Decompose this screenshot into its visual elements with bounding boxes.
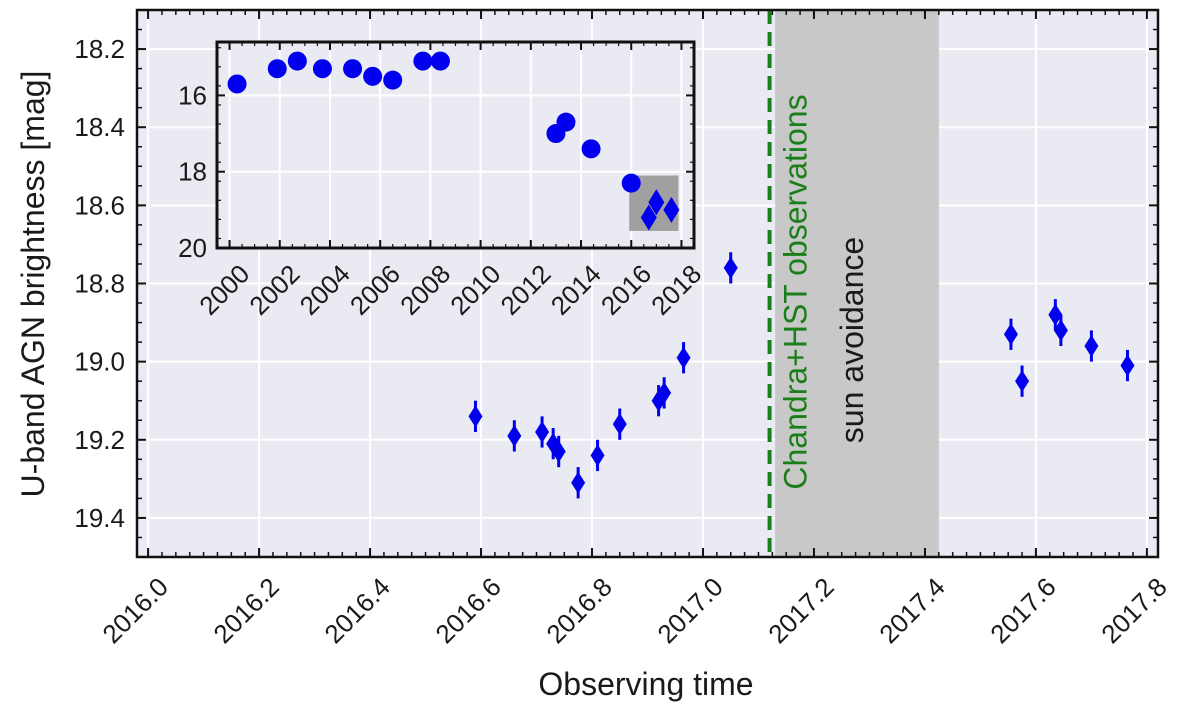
x-tick-label: 2016.4 xyxy=(318,572,395,649)
diamond-marker xyxy=(1084,335,1099,358)
y-tick-label: 18.2 xyxy=(74,34,125,64)
inset-circle-marker xyxy=(430,51,450,71)
inset-y-tick-label: 16 xyxy=(178,80,207,110)
data-point xyxy=(571,467,586,499)
inset-circle-marker xyxy=(287,51,307,71)
y-tick-label: 18.8 xyxy=(74,269,125,299)
data-point xyxy=(723,252,738,284)
x-tick-label: 2017.0 xyxy=(651,572,728,649)
data-point xyxy=(612,408,627,440)
sun-avoidance-band xyxy=(775,10,939,557)
data-point xyxy=(535,416,550,448)
diamond-marker xyxy=(468,405,483,428)
x-tick-label: 2016.0 xyxy=(96,572,173,649)
diamond-marker xyxy=(612,413,627,436)
y-axis-label: U-band AGN brightness [mag] xyxy=(15,71,51,498)
inset-circle-marker xyxy=(413,51,433,71)
diamond-marker xyxy=(723,256,738,279)
inset-y-tick-label: 20 xyxy=(178,233,207,263)
diamond-marker xyxy=(676,346,691,369)
data-point xyxy=(507,420,522,452)
y-tick-label: 19.2 xyxy=(74,425,125,455)
diamond-marker xyxy=(551,440,566,463)
data-point xyxy=(1003,318,1018,350)
diamond-marker xyxy=(590,444,605,467)
data-point xyxy=(1084,330,1099,362)
data-point xyxy=(1048,299,1063,331)
x-tick-label: 2017.4 xyxy=(873,572,950,649)
inset-circle-marker xyxy=(227,74,247,94)
diamond-marker xyxy=(657,381,672,404)
inset-circle-marker xyxy=(267,59,287,79)
diamond-marker xyxy=(1053,319,1068,342)
diamond-marker xyxy=(1048,303,1063,326)
inset-circle-marker xyxy=(556,112,576,132)
diamond-marker xyxy=(1015,370,1030,393)
y-tick-label: 19.4 xyxy=(74,503,125,533)
data-point xyxy=(551,435,566,468)
inset-y-tick-label: 18 xyxy=(178,157,207,187)
data-point xyxy=(1015,365,1030,397)
x-tick-label: 2017.6 xyxy=(984,572,1061,649)
diamond-marker xyxy=(1003,323,1018,346)
data-point xyxy=(468,400,483,432)
data-point xyxy=(1120,349,1135,382)
inset-circle-marker xyxy=(581,139,601,159)
inset-diamond-marker xyxy=(648,189,665,216)
chandra-hst-label: Chandra+HST observations xyxy=(778,94,814,489)
diamond-marker xyxy=(535,420,550,443)
data-point xyxy=(676,342,691,374)
y-tick-label: 19.0 xyxy=(74,347,125,377)
data-point xyxy=(1053,314,1068,347)
inset-circle-marker xyxy=(621,173,641,193)
x-tick-label: 2016.8 xyxy=(540,572,617,649)
inset-circle-marker xyxy=(312,59,332,79)
x-axis-label: Observing time xyxy=(538,666,753,702)
diamond-marker xyxy=(1120,354,1135,377)
data-point xyxy=(657,377,672,409)
sun-avoidance-label: sun avoidance xyxy=(834,237,870,443)
x-tick-label: 2017.8 xyxy=(1095,572,1172,649)
data-point xyxy=(590,439,605,472)
diamond-marker xyxy=(507,424,522,447)
inset-circle-marker xyxy=(363,66,383,86)
inset-circle-marker xyxy=(343,59,363,79)
inset-background xyxy=(217,42,694,248)
x-tick-label: 2016.2 xyxy=(207,572,284,649)
y-tick-label: 18.6 xyxy=(74,190,125,220)
inset-circle-marker xyxy=(383,70,403,90)
y-tick-label: 18.4 xyxy=(74,112,125,142)
inset-diamond-marker xyxy=(640,204,657,231)
inset-diamond-marker xyxy=(663,196,680,223)
x-tick-label: 2017.2 xyxy=(762,572,839,649)
x-tick-label: 2016.6 xyxy=(429,572,506,649)
diamond-marker xyxy=(571,471,586,494)
